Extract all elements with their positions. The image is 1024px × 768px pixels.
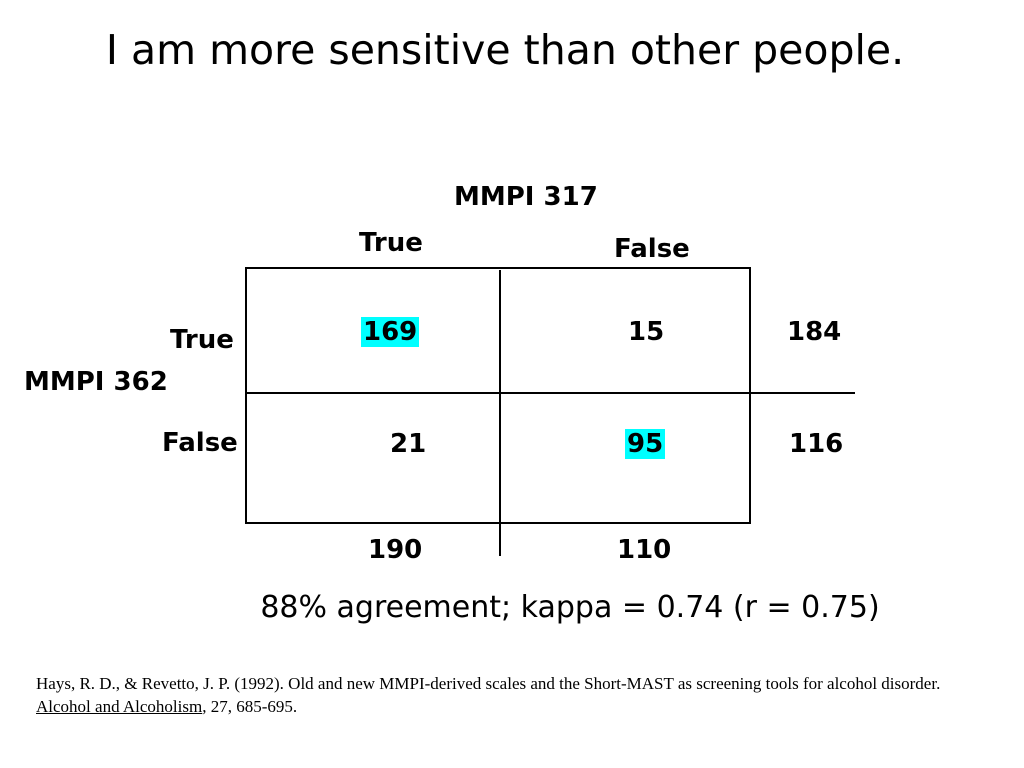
column-label-false: False — [614, 234, 690, 264]
citation-prefix: Hays, R. D., & Revetto, J. P. (1992). Ol… — [36, 674, 941, 693]
table-right-border — [749, 267, 751, 524]
slide-title: I am more sensitive than other people. — [105, 26, 905, 74]
table-top-border — [245, 267, 751, 269]
row-label-true: True — [170, 325, 234, 355]
row-label-false: False — [162, 428, 238, 458]
citation-suffix: , 27, 685-695. — [202, 697, 298, 716]
cell-true-true: 169 — [361, 312, 420, 352]
column-header: MMPI 317 — [454, 182, 598, 212]
cell-false-true: 21 — [390, 429, 427, 459]
column-total-false: 110 — [617, 535, 672, 565]
cell-true-false: 15 — [628, 317, 665, 347]
column-label-true: True — [359, 228, 423, 258]
table-horizontal-divider — [245, 392, 855, 394]
table-bottom-border — [245, 522, 751, 524]
row-header: MMPI 362 — [24, 367, 168, 397]
citation: Hays, R. D., & Revetto, J. P. (1992). Ol… — [36, 672, 986, 718]
cell-true-true-value: 169 — [361, 317, 420, 347]
agreement-summary: 88% agreement; kappa = 0.74 (r = 0.75) — [260, 590, 880, 625]
column-total-true: 190 — [368, 535, 423, 565]
row-total-true: 184 — [787, 317, 842, 347]
table-vertical-divider — [499, 270, 501, 556]
cell-false-false-value: 95 — [625, 429, 666, 459]
row-total-false: 116 — [789, 429, 844, 459]
citation-journal: Alcohol and Alcoholism — [36, 697, 203, 716]
table-left-border — [245, 267, 247, 524]
cell-false-false: 95 — [625, 424, 666, 464]
